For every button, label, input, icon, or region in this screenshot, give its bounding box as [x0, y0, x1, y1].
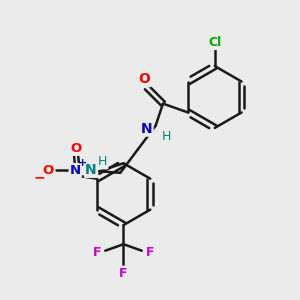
Text: N: N — [85, 163, 97, 177]
Text: F: F — [93, 246, 101, 259]
Text: N: N — [70, 164, 81, 177]
Text: H: H — [162, 130, 172, 142]
Text: O: O — [139, 72, 150, 86]
Text: N: N — [141, 122, 153, 136]
Text: Cl: Cl — [208, 36, 221, 49]
Text: O: O — [43, 164, 54, 177]
Text: −: − — [34, 171, 45, 185]
Text: +: + — [78, 158, 88, 168]
Text: H: H — [98, 155, 107, 168]
Text: F: F — [119, 267, 128, 280]
Text: F: F — [146, 246, 154, 259]
Text: O: O — [70, 142, 82, 155]
